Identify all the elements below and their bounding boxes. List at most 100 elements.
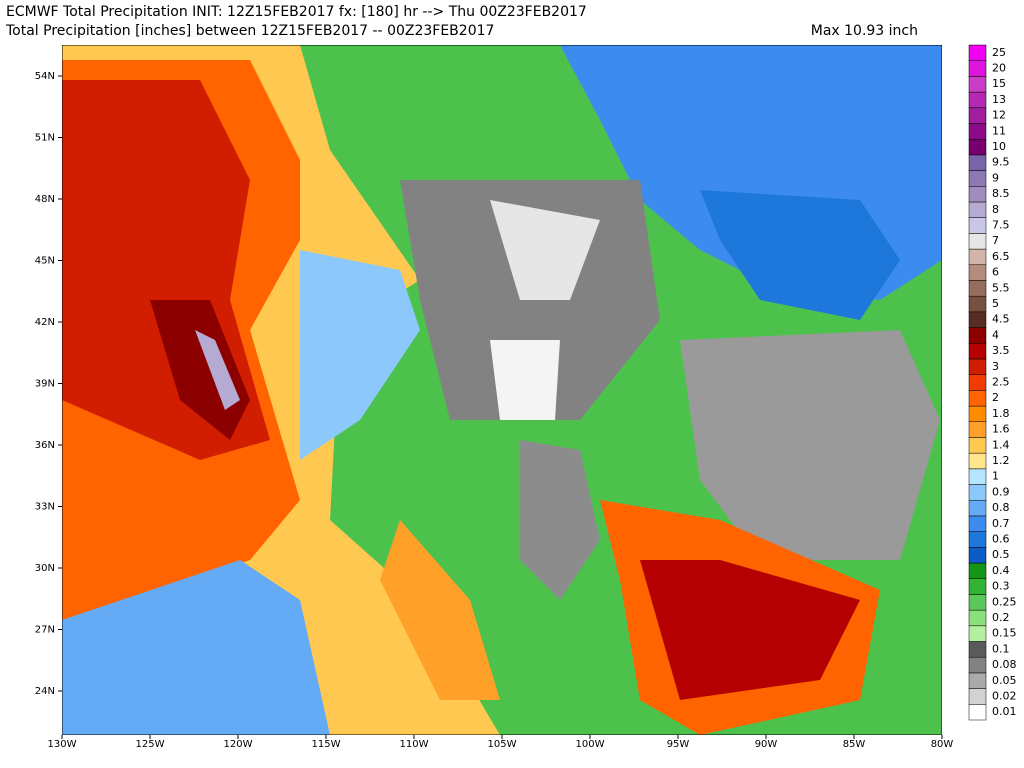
colorbar-swatch <box>968 405 987 422</box>
colorbar-label: 0.08 <box>992 658 1017 671</box>
colorbar-label: 2 <box>992 391 999 404</box>
colorbar-label: 0.7 <box>992 517 1010 530</box>
lon-label: 90W <box>755 739 778 750</box>
colorbar-label: 8 <box>992 203 999 216</box>
colorbar-label: 0.5 <box>992 548 1010 561</box>
colorbar-swatch <box>968 421 987 438</box>
subtitle: Total Precipitation [inches] between 12Z… <box>5 23 494 39</box>
colorbar-swatch <box>968 562 987 579</box>
colorbar-swatch <box>968 484 987 501</box>
lon-label: 115W <box>312 739 341 750</box>
colorbar-swatch <box>968 499 987 517</box>
colorbar-swatch <box>968 625 987 642</box>
colorbar-swatch <box>968 578 987 595</box>
lon-label: 120W <box>224 739 253 750</box>
colorbar-label: 12 <box>992 109 1006 122</box>
colorbar-label: 0.8 <box>992 501 1010 514</box>
lon-label: 125W <box>136 739 165 750</box>
colorbar-label: 1 <box>992 470 999 483</box>
colorbar-swatch <box>968 594 987 611</box>
lat-label: 30N <box>35 563 55 574</box>
colorbar-label: 0.02 <box>992 689 1017 702</box>
colorbar-label: 3.5 <box>992 344 1010 357</box>
colorbar-swatch <box>968 76 987 93</box>
colorbar-swatch <box>968 531 987 548</box>
lon-label: 100W <box>576 739 605 750</box>
lat-label: 45N <box>35 256 55 267</box>
colorbar-label: 2.5 <box>992 376 1010 389</box>
colorbar-label: 8.5 <box>992 187 1010 200</box>
colorbar-label: 13 <box>992 93 1006 106</box>
lon-label: 105W <box>488 739 517 750</box>
colorbar-swatch <box>968 452 987 470</box>
colorbar-swatch <box>968 656 987 674</box>
lat-label: 33N <box>35 502 55 513</box>
lat-label: 48N <box>35 194 55 205</box>
colorbar-label: 0.9 <box>992 485 1010 498</box>
colorbar-label: 5 <box>992 297 999 310</box>
colorbar-swatch <box>968 91 987 109</box>
lat-label: 36N <box>35 440 55 451</box>
colorbar-label: 0.01 <box>992 705 1017 718</box>
colorbar-swatch <box>968 60 987 77</box>
colorbar-label: 4 <box>992 328 999 341</box>
colorbar-swatch <box>968 44 987 61</box>
colorbar-swatch <box>968 201 987 218</box>
colorbar-label: 25 <box>992 46 1006 59</box>
colorbar-swatch <box>968 672 987 689</box>
colorbar-swatch <box>968 107 987 124</box>
lat-label: 51N <box>35 133 55 144</box>
lat-label: 24N <box>35 686 55 697</box>
colorbar-swatch <box>968 295 987 313</box>
colorbar-label: 0.15 <box>992 627 1017 640</box>
colorbar-swatch <box>968 233 987 250</box>
lon-label: 95W <box>667 739 690 750</box>
colorbar-label: 7.5 <box>992 219 1010 232</box>
colorbar-swatch <box>968 248 987 266</box>
colorbar-label: 6 <box>992 266 999 279</box>
lat-label: 54N <box>35 71 55 82</box>
colorbar-label: 1.6 <box>992 423 1010 436</box>
colorbar-swatch <box>968 123 987 140</box>
colorbar-swatch <box>968 217 987 234</box>
colorbar-swatch <box>968 515 987 532</box>
colorbar-swatch <box>968 327 987 344</box>
colorbar-swatch <box>968 311 987 328</box>
colorbar-label: 0.4 <box>992 564 1010 577</box>
colorbar-swatch <box>968 390 987 407</box>
colorbar-label: 5.5 <box>992 281 1010 294</box>
colorbar-swatch <box>968 170 987 187</box>
lon-label: 85W <box>843 739 866 750</box>
colorbar-swatch <box>968 374 987 391</box>
colorbar-label: 6.5 <box>992 250 1010 263</box>
colorbar-swatch <box>968 280 987 297</box>
colorbar-label: 9.5 <box>992 156 1010 169</box>
colorbar-label: 0.3 <box>992 580 1010 593</box>
colorbar-swatch <box>968 547 987 564</box>
colorbar-label: 0.1 <box>992 642 1010 655</box>
colorbar-label: 0.2 <box>992 611 1010 624</box>
colorbar-swatch <box>968 343 987 360</box>
axes: 54N 51N 48N 45N 42N 39N 36N 33N 30N 27N 24N 130W 125… <box>35 71 954 750</box>
lat-label: 42N <box>35 317 55 328</box>
colorbar-swatch <box>968 704 987 721</box>
colorbar-swatch <box>968 358 987 375</box>
colorbar-swatch <box>968 688 987 705</box>
colorbar-label: 9 <box>992 171 999 184</box>
colorbar-swatch <box>968 186 987 203</box>
colorbar-label: 1.4 <box>992 438 1010 451</box>
colorbar-label: 3 <box>992 360 999 373</box>
colorbar-label: 10 <box>992 140 1006 153</box>
colorbar-label: 1.2 <box>992 454 1010 467</box>
lat-label: 27N <box>35 625 55 636</box>
colorbar-swatch <box>968 138 987 156</box>
colorbar-label: 0.05 <box>992 674 1017 687</box>
colorbar-swatch <box>968 641 987 658</box>
colorbar-label: 15 <box>992 77 1006 90</box>
colorbar-label: 4.5 <box>992 313 1010 326</box>
colorbar-swatch <box>968 264 987 281</box>
lon-label: 130W <box>48 739 77 750</box>
colorbar-label: 0.6 <box>992 532 1010 545</box>
title: ECMWF Total Precipitation INIT: 12Z15FEB… <box>6 4 587 20</box>
